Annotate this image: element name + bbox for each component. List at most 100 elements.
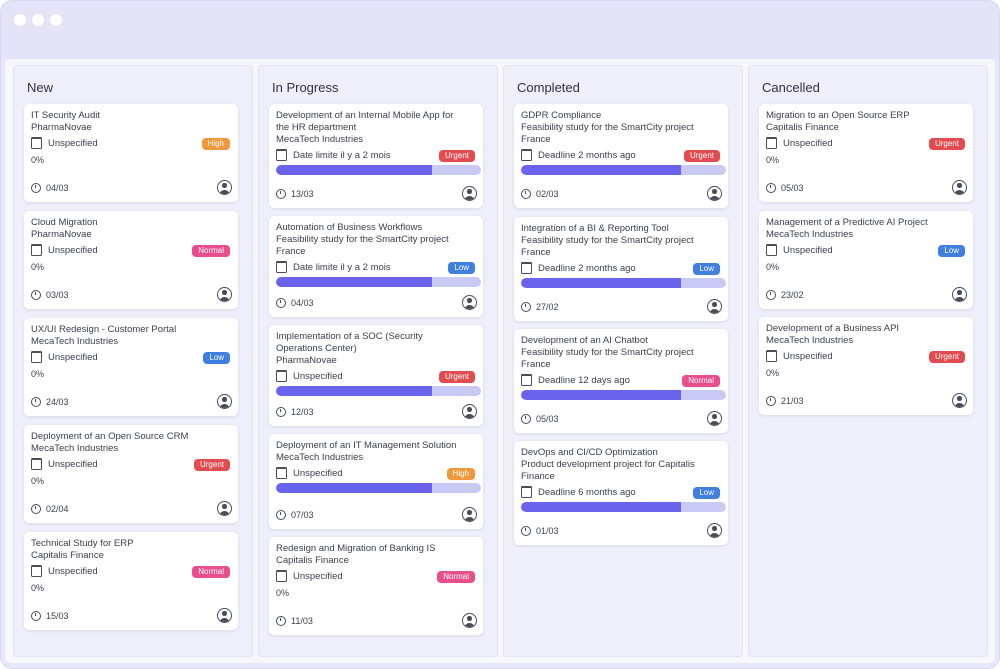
window-dot-3[interactable] — [50, 14, 62, 26]
priority-badge[interactable]: Urgent — [683, 150, 720, 162]
task-card[interactable]: Management of a Predictive AI Project Mec… — [759, 211, 973, 309]
user-avatar-icon[interactable] — [462, 404, 477, 419]
card-client: Capitalis Finance — [276, 555, 349, 566]
card-title-line: Management of a Predictive AI Project — [766, 217, 928, 228]
task-card[interactable]: UX/UI Redesign - Customer Portal MecaTech… — [24, 318, 238, 416]
priority-badge[interactable]: Urgent — [928, 351, 965, 363]
card-client: Capitalis Finance — [31, 550, 104, 561]
user-avatar-icon[interactable] — [952, 393, 967, 408]
task-card[interactable]: Redesign and Migration of Banking IS Capi… — [269, 537, 483, 635]
card-deadline: Unspecified — [31, 564, 98, 578]
priority-badge[interactable]: Urgent — [438, 371, 475, 383]
progress-text: 0% — [766, 262, 780, 272]
user-avatar-icon[interactable] — [217, 180, 232, 195]
user-avatar-icon[interactable] — [707, 411, 722, 426]
user-avatar-icon[interactable] — [217, 608, 232, 623]
user-avatar-icon[interactable] — [952, 180, 967, 195]
card-title-line: Feasibility study for the SmartCity proj… — [521, 347, 694, 358]
task-card[interactable]: Implementation of a SOC (Security Operati… — [269, 325, 483, 426]
card-deadline: Deadline 2 months ago — [521, 261, 636, 275]
task-card[interactable]: Integration of a BI & Reporting Tool Feas… — [514, 217, 728, 321]
date-text: 13/03 — [291, 189, 314, 199]
priority-badge[interactable]: Normal — [437, 571, 475, 583]
task-card[interactable]: Cloud Migration PharmaNovae Unspecified Nor… — [24, 211, 238, 309]
deadline-text: Date limite il y a 2 mois — [293, 261, 391, 273]
priority-badge[interactable]: Normal — [682, 375, 720, 387]
deadline-text: Deadline 2 months ago — [538, 149, 636, 161]
priority-badge[interactable]: High — [201, 138, 230, 150]
card-title-line: Feasibility study for the SmartCity proj… — [276, 234, 449, 245]
calendar-icon — [31, 458, 42, 470]
user-avatar-icon[interactable] — [707, 299, 722, 314]
priority-badge[interactable]: Low — [693, 263, 720, 275]
card-client: PharmaNovae — [31, 122, 92, 133]
task-card[interactable]: Development of a Business API MecaTech In… — [759, 317, 973, 415]
progress-fill — [276, 165, 432, 175]
user-avatar-icon[interactable] — [462, 186, 477, 201]
task-card[interactable]: Development of an AI Chatbot Feasibility … — [514, 329, 728, 433]
progress-text: 0% — [31, 369, 45, 379]
calendar-icon — [521, 149, 532, 161]
card-title: Migration to an Open Source ERP Capitalis… — [766, 110, 956, 134]
card-deadline: Unspecified — [766, 136, 833, 150]
user-avatar-icon[interactable] — [462, 507, 477, 522]
priority-badge[interactable]: Urgent — [928, 138, 965, 150]
user-avatar-icon[interactable] — [462, 613, 477, 628]
task-card[interactable]: Deployment of an IT Management Solution M… — [269, 434, 483, 529]
task-card[interactable]: DevOps and CI/CD Optimization Product dev… — [514, 441, 728, 545]
task-card[interactable]: Automation of Business Workflows Feasibil… — [269, 216, 483, 317]
card-deadline: Unspecified — [31, 136, 98, 150]
column-title: Cancelled — [762, 80, 820, 95]
clock-icon — [276, 407, 286, 417]
priority-badge[interactable]: Urgent — [438, 150, 475, 162]
card-title-line: Deployment of an IT Management Solution — [276, 440, 457, 451]
window-titlebar — [1, 1, 999, 59]
priority-badge[interactable]: Urgent — [193, 459, 230, 471]
card-date: 15/03 — [31, 611, 69, 621]
task-card[interactable]: Development of an Internal Mobile App fo… — [269, 104, 483, 208]
user-avatar-icon[interactable] — [217, 501, 232, 516]
progress-fill — [521, 502, 681, 512]
window-dot-1[interactable] — [14, 14, 26, 26]
card-title: Development of a Business API MecaTech In… — [766, 323, 956, 347]
user-avatar-icon[interactable] — [707, 523, 722, 538]
card-title-line: Implementation of a SOC (Security — [276, 331, 423, 342]
card-date: 01/03 — [521, 526, 559, 536]
task-card[interactable]: GDPR Compliance Feasibility study for the… — [514, 104, 728, 208]
user-avatar-icon[interactable] — [707, 186, 722, 201]
task-card[interactable]: Deployment of an Open Source CRM MecaTech… — [24, 425, 238, 523]
user-avatar-icon[interactable] — [462, 295, 477, 310]
priority-badge[interactable]: Normal — [192, 566, 230, 578]
priority-badge[interactable]: High — [446, 468, 475, 480]
task-card[interactable]: Migration to an Open Source ERP Capitalis… — [759, 104, 973, 202]
priority-badge[interactable]: Low — [938, 245, 965, 257]
card-date: 02/04 — [31, 504, 69, 514]
column-title: In Progress — [272, 80, 339, 95]
card-client: France — [521, 134, 551, 145]
card-client: MecaTech Industries — [276, 452, 364, 463]
card-deadline: Unspecified — [31, 350, 98, 364]
progress-fill — [276, 386, 432, 396]
card-deadline: Deadline 12 days ago — [521, 373, 630, 387]
card-title: IT Security Audit PharmaNovae — [31, 110, 221, 134]
date-text: 04/03 — [291, 298, 314, 308]
calendar-icon — [276, 370, 287, 382]
deadline-text: Unspecified — [293, 570, 343, 582]
task-card[interactable]: Technical Study for ERP Capitalis Finance… — [24, 532, 238, 630]
task-card[interactable]: IT Security Audit PharmaNovae Unspecified H… — [24, 104, 238, 202]
priority-badge[interactable]: Normal — [192, 245, 230, 257]
deadline-text: Unspecified — [48, 351, 98, 363]
card-date: 05/03 — [766, 183, 804, 193]
user-avatar-icon[interactable] — [217, 394, 232, 409]
priority-badge[interactable]: Low — [203, 352, 230, 364]
priority-badge[interactable]: Low — [448, 262, 475, 274]
date-text: 07/03 — [291, 510, 314, 520]
user-avatar-icon[interactable] — [952, 287, 967, 302]
window-dot-2[interactable] — [32, 14, 44, 26]
priority-badge[interactable]: Low — [693, 487, 720, 499]
card-deadline: Unspecified — [766, 349, 833, 363]
progress-bar — [276, 277, 481, 287]
user-avatar-icon[interactable] — [217, 287, 232, 302]
date-text: 27/02 — [536, 302, 559, 312]
